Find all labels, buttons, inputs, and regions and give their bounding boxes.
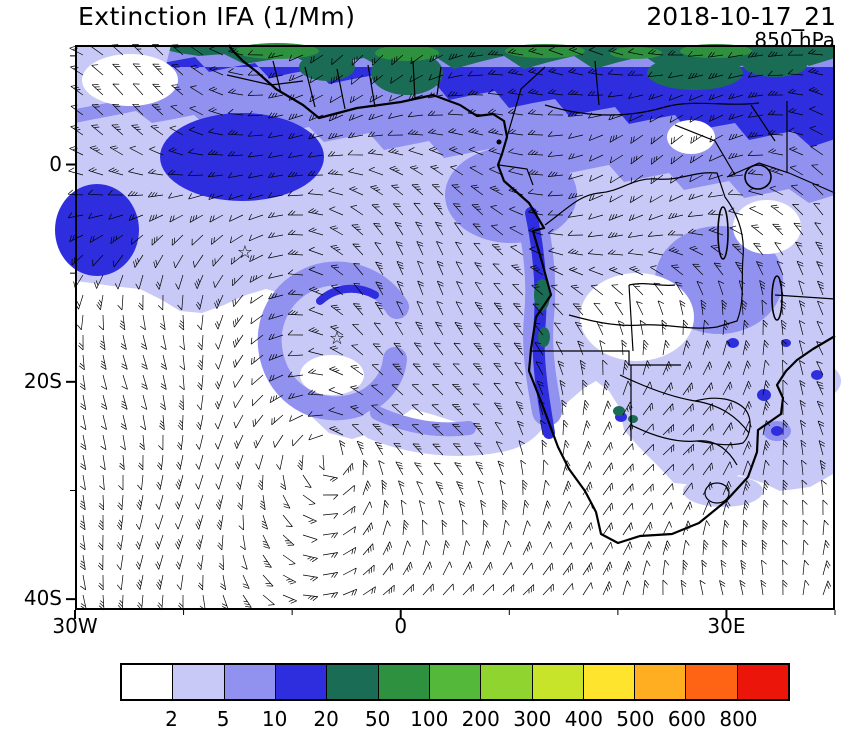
colorbar-box bbox=[274, 665, 327, 699]
border-line bbox=[694, 397, 751, 446]
star-marker: ☆ bbox=[329, 328, 345, 349]
colorbar-level-label: 200 bbox=[461, 707, 500, 731]
lakes bbox=[717, 164, 783, 321]
ext-5-10-swirl bbox=[257, 261, 409, 421]
colorbar-level-label: 500 bbox=[616, 707, 655, 731]
colorbar-level-label: 300 bbox=[513, 707, 552, 731]
border-line bbox=[544, 172, 744, 329]
contour-regions bbox=[55, 43, 841, 507]
ext-10-20-guinea bbox=[160, 113, 324, 201]
ext-5-10-tail bbox=[370, 406, 476, 437]
map-canvas: ☆☆ bbox=[55, 43, 841, 619]
colorbar-box bbox=[531, 665, 583, 699]
colorbar-box bbox=[480, 665, 532, 699]
border-line bbox=[704, 482, 730, 504]
y-axis-label: 0 bbox=[49, 151, 62, 176]
map-plot-area: ☆ ☆ bbox=[55, 43, 841, 619]
colorbar-box bbox=[634, 665, 686, 699]
y-axis-label: 40S bbox=[23, 586, 62, 611]
ext-2-5-tail bbox=[360, 404, 546, 456]
colorbar-box bbox=[685, 665, 737, 699]
ext-2-5-moz2 bbox=[793, 363, 841, 399]
colorbar-level-label: 600 bbox=[667, 707, 707, 731]
border-line bbox=[726, 162, 836, 194]
valid-datetime: 2018-10-17_21 bbox=[646, 2, 836, 31]
bioko-island-dot bbox=[496, 139, 502, 145]
colorbar-level-label: 400 bbox=[564, 707, 603, 731]
colorbar-level-label: 100 bbox=[410, 707, 449, 731]
y-axis-label: 20S bbox=[23, 368, 62, 393]
white-hole-east1 bbox=[580, 273, 694, 361]
border-line bbox=[436, 66, 442, 96]
border-line bbox=[336, 68, 346, 110]
plot-frame bbox=[75, 45, 835, 610]
country-borders bbox=[226, 60, 836, 504]
ext-20-50-angola bbox=[534, 279, 550, 347]
x-axis-labels: 30W 0 30E bbox=[52, 614, 835, 644]
colorbar-level-label: 20 bbox=[313, 707, 339, 731]
border-line bbox=[544, 102, 760, 116]
border-line bbox=[750, 104, 776, 142]
border-line bbox=[531, 350, 681, 366]
colorbar-level-label: 50 bbox=[364, 707, 391, 731]
border-line bbox=[506, 66, 546, 138]
border-line bbox=[628, 284, 634, 352]
border-line bbox=[630, 424, 738, 466]
ext-20-50-blob3 bbox=[647, 56, 743, 90]
axis-ticks bbox=[66, 55, 836, 619]
plot-title: Extinction IFA (1/Mm) bbox=[78, 2, 356, 31]
border-line bbox=[272, 60, 282, 94]
white-topleft bbox=[82, 54, 178, 106]
colorbar-labels: 2 5 10 20 50 100 200 300 400 500 600 800 bbox=[120, 707, 790, 735]
colorbar-level-label: 800 bbox=[719, 707, 758, 731]
colorbar-box bbox=[582, 665, 635, 699]
ext-10-20-band bbox=[75, 57, 835, 147]
border-line bbox=[226, 74, 304, 86]
x-axis-label: 30E bbox=[707, 614, 746, 638]
x-axis-label: 30W bbox=[52, 614, 98, 638]
ext-10-20-swirl bbox=[316, 284, 379, 305]
lake-victoria bbox=[744, 164, 772, 190]
colorbar-box bbox=[377, 665, 429, 699]
colorbar-box bbox=[223, 665, 275, 699]
colorbar-box bbox=[736, 665, 789, 699]
ext-50-100-strips bbox=[235, 43, 752, 61]
white-hole-swirl bbox=[300, 355, 364, 395]
colorbar-box bbox=[172, 665, 224, 699]
white-hole-east2 bbox=[733, 200, 801, 254]
star-marker: ☆ bbox=[237, 242, 253, 263]
y-axis-labels: 0 20S 40S bbox=[0, 45, 75, 611]
border-line bbox=[674, 124, 736, 176]
colorbar-box bbox=[428, 665, 481, 699]
africa-coastline bbox=[228, 44, 836, 545]
white-hole-east3 bbox=[667, 120, 715, 154]
colorbar-level-label: 5 bbox=[216, 707, 230, 731]
border-line bbox=[774, 294, 836, 300]
ext-20-50-zambezi bbox=[613, 406, 638, 423]
ext-20-50-blob2 bbox=[299, 53, 355, 81]
colorbar-level-label: 10 bbox=[261, 707, 288, 731]
x-axis-label: 0 bbox=[394, 614, 408, 638]
colorbar bbox=[120, 663, 790, 701]
colorbar-box bbox=[122, 665, 173, 699]
colorbar-box bbox=[326, 665, 378, 699]
border-line bbox=[594, 60, 600, 106]
border-line bbox=[498, 164, 534, 186]
ext-20-50-blob1 bbox=[371, 51, 443, 95]
colorbar-level-label: 2 bbox=[165, 707, 178, 731]
lake-malawi bbox=[771, 275, 783, 321]
